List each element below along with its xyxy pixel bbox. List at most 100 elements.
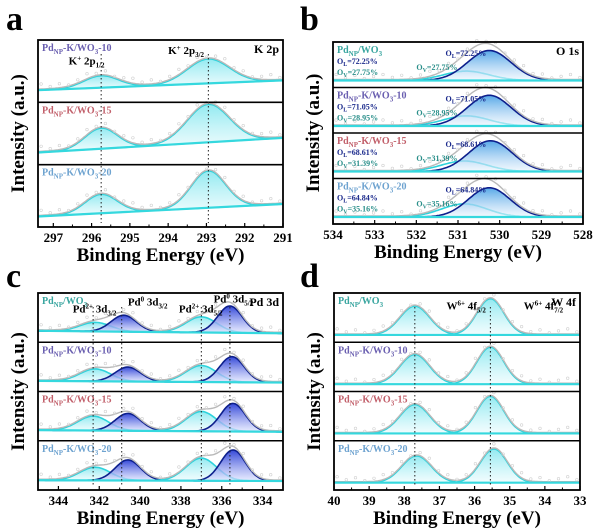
raw-data-point: [260, 132, 264, 136]
series-row: PdNP-K/WO3-20: [334, 442, 580, 484]
raw-data-point: [578, 166, 582, 171]
raw-data-point: [94, 411, 98, 415]
raw-data-point: [186, 114, 190, 119]
peak-label: Pd0 3d3/2: [128, 295, 168, 310]
raw-data-point: [85, 461, 89, 465]
raw-data-point: [140, 321, 144, 325]
raw-data-point: [278, 476, 282, 480]
raw-data-point: [214, 54, 218, 58]
raw-data-point: [446, 473, 450, 477]
raw-data-point: [529, 428, 533, 432]
raw-data-point: [475, 173, 479, 177]
raw-data-point: [428, 69, 432, 73]
raw-data-point: [269, 72, 273, 77]
raw-data-point: [446, 325, 450, 329]
series-row: PdNP-K/WO3-20OL=64.84%OV=35.16%OL=64.84%…: [333, 173, 583, 219]
x-tick-label: 291: [273, 230, 293, 245]
raw-data-point: [456, 191, 460, 195]
raw-data-point: [353, 73, 357, 78]
raw-data-point: [447, 195, 451, 199]
raw-data-point: [437, 371, 441, 375]
series-row: PdNP/WO3: [37, 295, 284, 335]
x-tick-label: 297: [44, 230, 64, 245]
raw-data-point: [39, 373, 43, 377]
raw-data-point: [103, 459, 107, 463]
raw-data-point: [473, 307, 478, 312]
raw-data-point: [381, 118, 385, 122]
sample-label: PdNP-K/WO3-20: [337, 182, 407, 195]
raw-data-point: [204, 309, 208, 314]
ov-percent-peak: OV=35.16%: [416, 200, 457, 211]
raw-data-point: [204, 167, 208, 171]
raw-data-point: [400, 309, 404, 313]
x-tick-label: 344: [49, 493, 69, 508]
peak-fill: [38, 403, 283, 432]
raw-data-point: [437, 203, 441, 207]
raw-data-point: [556, 378, 561, 382]
raw-data-point: [503, 96, 507, 100]
raw-data-point: [94, 363, 98, 367]
raw-data-point: [260, 199, 264, 203]
raw-data-point: [122, 308, 126, 312]
raw-data-point: [103, 361, 107, 366]
ov-percent-peak: OV=28.95%: [416, 109, 457, 120]
raw-data-point: [122, 453, 126, 457]
peak-fill: [38, 368, 283, 383]
raw-data-point: [112, 411, 117, 415]
background-line: [37, 329, 284, 335]
raw-data-point: [260, 326, 264, 330]
raw-data-point: [353, 328, 358, 332]
raw-data-point: [353, 476, 358, 480]
raw-data-point: [568, 118, 573, 122]
raw-data-point: [223, 57, 227, 61]
raw-data-point: [250, 75, 254, 79]
raw-data-point: [149, 78, 153, 82]
raw-data-point: [241, 358, 245, 362]
raw-data-point: [103, 311, 107, 316]
raw-data-point: [437, 159, 441, 163]
panel-title: K 2p: [254, 42, 279, 56]
series-row: PdNP-K/WO3-15: [37, 100, 284, 154]
raw-data-point: [186, 64, 190, 68]
raw-data-point: [400, 460, 404, 464]
raw-data-point: [540, 163, 545, 167]
raw-data-point: [39, 208, 43, 212]
raw-data-point: [76, 369, 80, 373]
raw-data-point: [131, 453, 135, 457]
raw-data-point: [57, 143, 62, 148]
raw-data-point: [177, 193, 181, 197]
raw-data-point: [204, 452, 208, 457]
raw-data-point: [531, 209, 535, 213]
raw-data-point: [241, 194, 245, 198]
raw-data-point: [390, 370, 395, 374]
raw-data-point: [390, 212, 395, 216]
raw-data-point: [186, 460, 190, 464]
raw-data-point: [400, 73, 404, 77]
x-tick-label: 531: [448, 227, 468, 242]
raw-data-point: [158, 138, 163, 142]
raw-data-point: [418, 451, 422, 455]
sample-label: PdNP-K/WO3-15: [42, 105, 112, 118]
raw-data-point: [353, 377, 358, 381]
raw-data-point: [85, 315, 89, 319]
raw-data-point: [512, 103, 516, 107]
raw-data-point: [456, 57, 460, 61]
ol-percent-left: OL=68.61%: [337, 148, 378, 159]
series-row: PdNP-K/WO3-15: [37, 395, 284, 433]
raw-data-point: [353, 426, 358, 431]
x-tick-label: 342: [90, 493, 110, 508]
x-tick-label: 340: [130, 493, 150, 508]
raw-data-point: [85, 409, 89, 413]
series-row: PdNP-K/WO3-10: [37, 43, 284, 92]
raw-data-point: [400, 210, 404, 214]
raw-data-point: [241, 404, 245, 408]
raw-data-point: [428, 159, 432, 164]
raw-data-point: [57, 422, 62, 426]
peak-fill: [38, 467, 283, 482]
raw-data-point: [519, 423, 524, 427]
raw-data-point: [250, 200, 254, 204]
raw-data-point: [241, 451, 245, 456]
raw-data-point: [390, 75, 395, 79]
raw-data-point: [39, 422, 43, 426]
x-axis-title: Binding Energy (eV): [373, 508, 541, 529]
